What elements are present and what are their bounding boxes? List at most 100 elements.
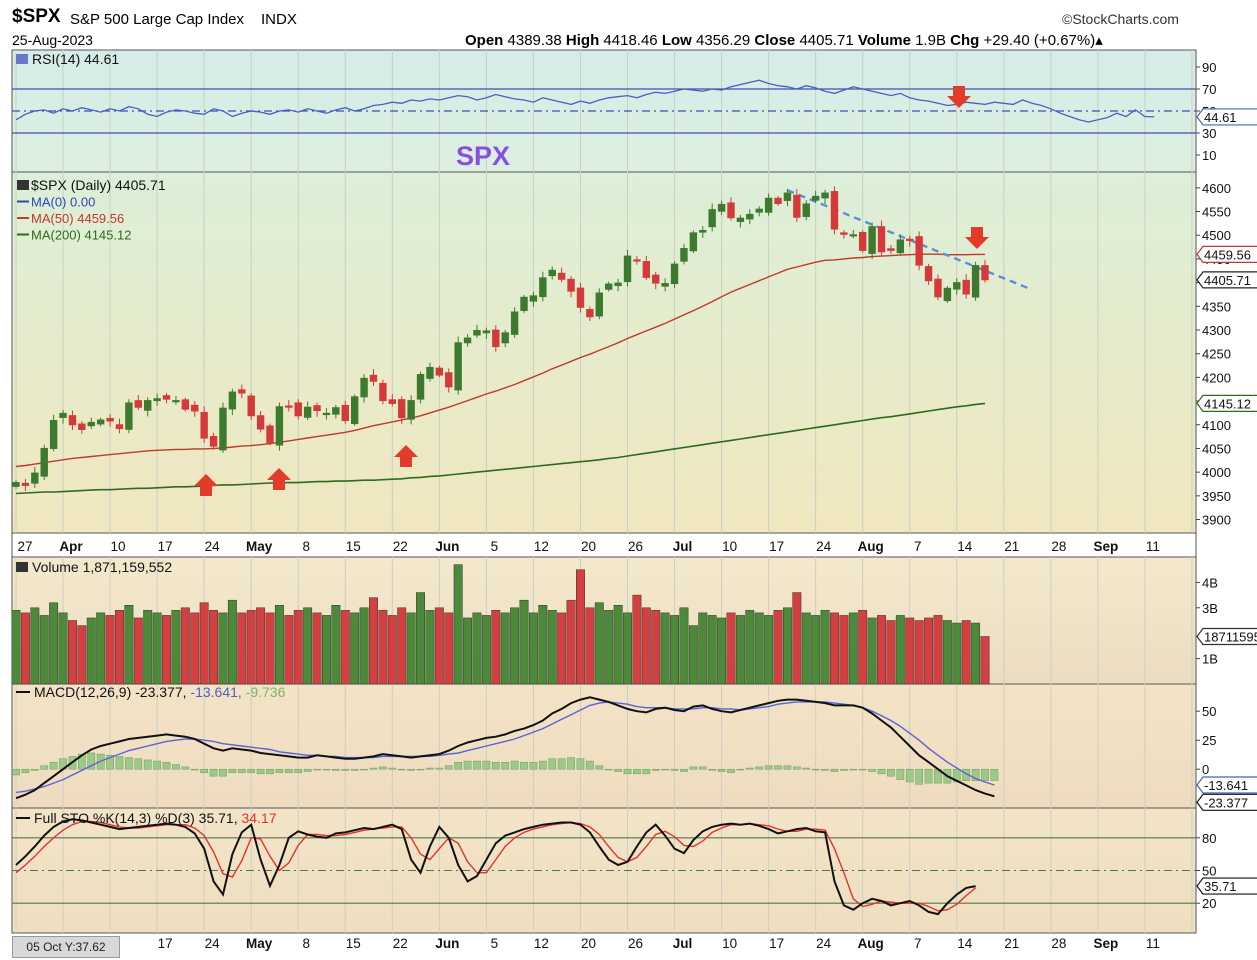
candle-body <box>971 265 980 298</box>
up-arrow-icon <box>194 474 218 496</box>
macd-hist-bar <box>30 768 39 771</box>
volume-bar <box>387 615 397 685</box>
volume-bar <box>171 610 181 685</box>
candle-body <box>849 234 857 237</box>
candle-body <box>454 342 462 391</box>
candle-body <box>557 272 566 280</box>
macd-hist-bar <box>294 768 303 773</box>
macd-hist-bar <box>350 768 359 771</box>
bottom-tick-label: Jul <box>673 936 693 951</box>
macd-hist-bar <box>755 766 764 770</box>
volume-bar <box>20 612 30 685</box>
top-tick-label: 12 <box>534 539 549 554</box>
macd-hist-bar <box>915 768 923 785</box>
candle-body <box>736 217 745 222</box>
rsi-tick-label: 10 <box>1202 148 1216 163</box>
macd-hist-bar <box>181 766 190 770</box>
candle-body <box>294 402 302 417</box>
bottom-tick-label: Aug <box>858 936 884 951</box>
macd-hist-bar <box>153 760 161 770</box>
volume-bar <box>858 610 868 685</box>
candle-body <box>877 226 886 253</box>
macd-hist-bar <box>595 765 604 770</box>
candle-body <box>962 279 970 295</box>
macd-hist-bar <box>689 766 698 770</box>
ohlc-bar: Open 4389.38 High 4418.46 Low 4356.29 Cl… <box>465 31 1103 49</box>
candle-body <box>906 238 914 241</box>
up-arrow-icon <box>394 445 418 467</box>
candle-body <box>708 209 716 228</box>
price-tick-label: 4500 <box>1202 228 1231 243</box>
volume-bar <box>632 594 642 685</box>
macd-hist-bar <box>407 768 415 771</box>
volume-bar <box>576 569 585 685</box>
price-tick-label: 4100 <box>1202 418 1231 433</box>
bottom-date-axis: 17 24 May 8 15 22 Jun 5 12 20 26 Jul 10 17 24 Aug 7 14 21 2… <box>158 936 1160 951</box>
candle-body <box>539 277 547 298</box>
volume-bar <box>359 607 369 685</box>
candle-body <box>567 278 575 292</box>
macd-hist-bar <box>802 767 811 770</box>
macd-hist-bar <box>736 768 745 771</box>
macd-hist-bar <box>698 766 707 770</box>
symbol: $SPX <box>12 6 61 27</box>
volume-bar <box>246 610 256 685</box>
macd-hist-bar <box>125 757 133 770</box>
macd-hist-bar <box>764 765 773 770</box>
macd-hist-bar <box>12 768 20 776</box>
volume-bar <box>510 607 520 685</box>
candle-body <box>482 330 491 334</box>
volume-bar <box>481 615 491 685</box>
macd-hist-bar <box>426 767 434 770</box>
macd-hist-bar <box>172 764 180 770</box>
top-tick-label: Apr <box>59 539 83 554</box>
top-tick-label: 7 <box>914 539 922 554</box>
rsi-tick-label: 90 <box>1202 60 1216 75</box>
macd-hist-bar <box>256 768 265 775</box>
macd-hist-bar <box>849 768 858 771</box>
price-panel-bg <box>11 171 1197 534</box>
volume-bar <box>773 610 783 685</box>
candle-body <box>40 447 48 477</box>
candle-body <box>783 192 792 201</box>
brand-logo[interactable]: ©StockCharts.com <box>1062 11 1179 27</box>
sto-panel-bg <box>11 807 1197 934</box>
volume-bar <box>162 615 171 685</box>
macd-hist-bar <box>952 768 961 783</box>
candle-body <box>689 232 698 252</box>
rsi-panel-bg <box>11 49 1197 173</box>
volume-bar <box>237 612 247 685</box>
volume-bar <box>782 607 792 685</box>
macd-hist-bar <box>49 761 58 770</box>
candle-body <box>623 255 632 283</box>
down-arrow-icon <box>965 227 989 249</box>
candle-body <box>435 367 444 376</box>
candle-body <box>604 283 613 290</box>
candle-body <box>398 399 406 419</box>
top-tick-label: 17 <box>769 539 784 554</box>
volume-bar <box>49 602 59 685</box>
macd-hist-bar <box>491 761 500 770</box>
candle-body <box>981 265 989 281</box>
open-label: Open <box>465 32 504 49</box>
ma50-line <box>15 253 985 468</box>
candle-body <box>924 266 933 282</box>
macd-line <box>15 696 995 800</box>
volume-bar <box>585 607 595 685</box>
volume-bar <box>717 617 727 685</box>
volume-bar <box>180 607 190 685</box>
volume-bar <box>980 636 990 685</box>
volume-bar <box>942 620 952 685</box>
volume-bar <box>11 610 21 685</box>
macd-hist-bar <box>275 768 284 773</box>
top-tick-label: 24 <box>816 539 832 554</box>
bottom-tick-label: 17 <box>769 936 784 951</box>
date: 25-Aug-2023 <box>12 32 93 48</box>
bottom-tick-label: 15 <box>346 936 361 951</box>
candle-body <box>943 287 952 302</box>
candle-body <box>341 404 349 421</box>
macd-hist-bar <box>454 761 463 770</box>
macd-hist-bar <box>303 768 312 772</box>
candle-body <box>727 202 735 219</box>
